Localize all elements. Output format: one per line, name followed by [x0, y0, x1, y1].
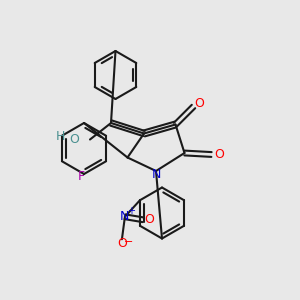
- Text: O: O: [145, 213, 154, 226]
- Text: H: H: [56, 130, 65, 143]
- Text: O: O: [117, 237, 127, 250]
- Text: N: N: [120, 210, 130, 223]
- Text: −: −: [124, 237, 133, 247]
- Text: F: F: [77, 170, 85, 184]
- Text: O: O: [214, 148, 224, 161]
- Text: O: O: [194, 97, 204, 110]
- Text: N: N: [151, 167, 161, 181]
- Text: O: O: [70, 133, 80, 146]
- Text: +: +: [128, 206, 136, 216]
